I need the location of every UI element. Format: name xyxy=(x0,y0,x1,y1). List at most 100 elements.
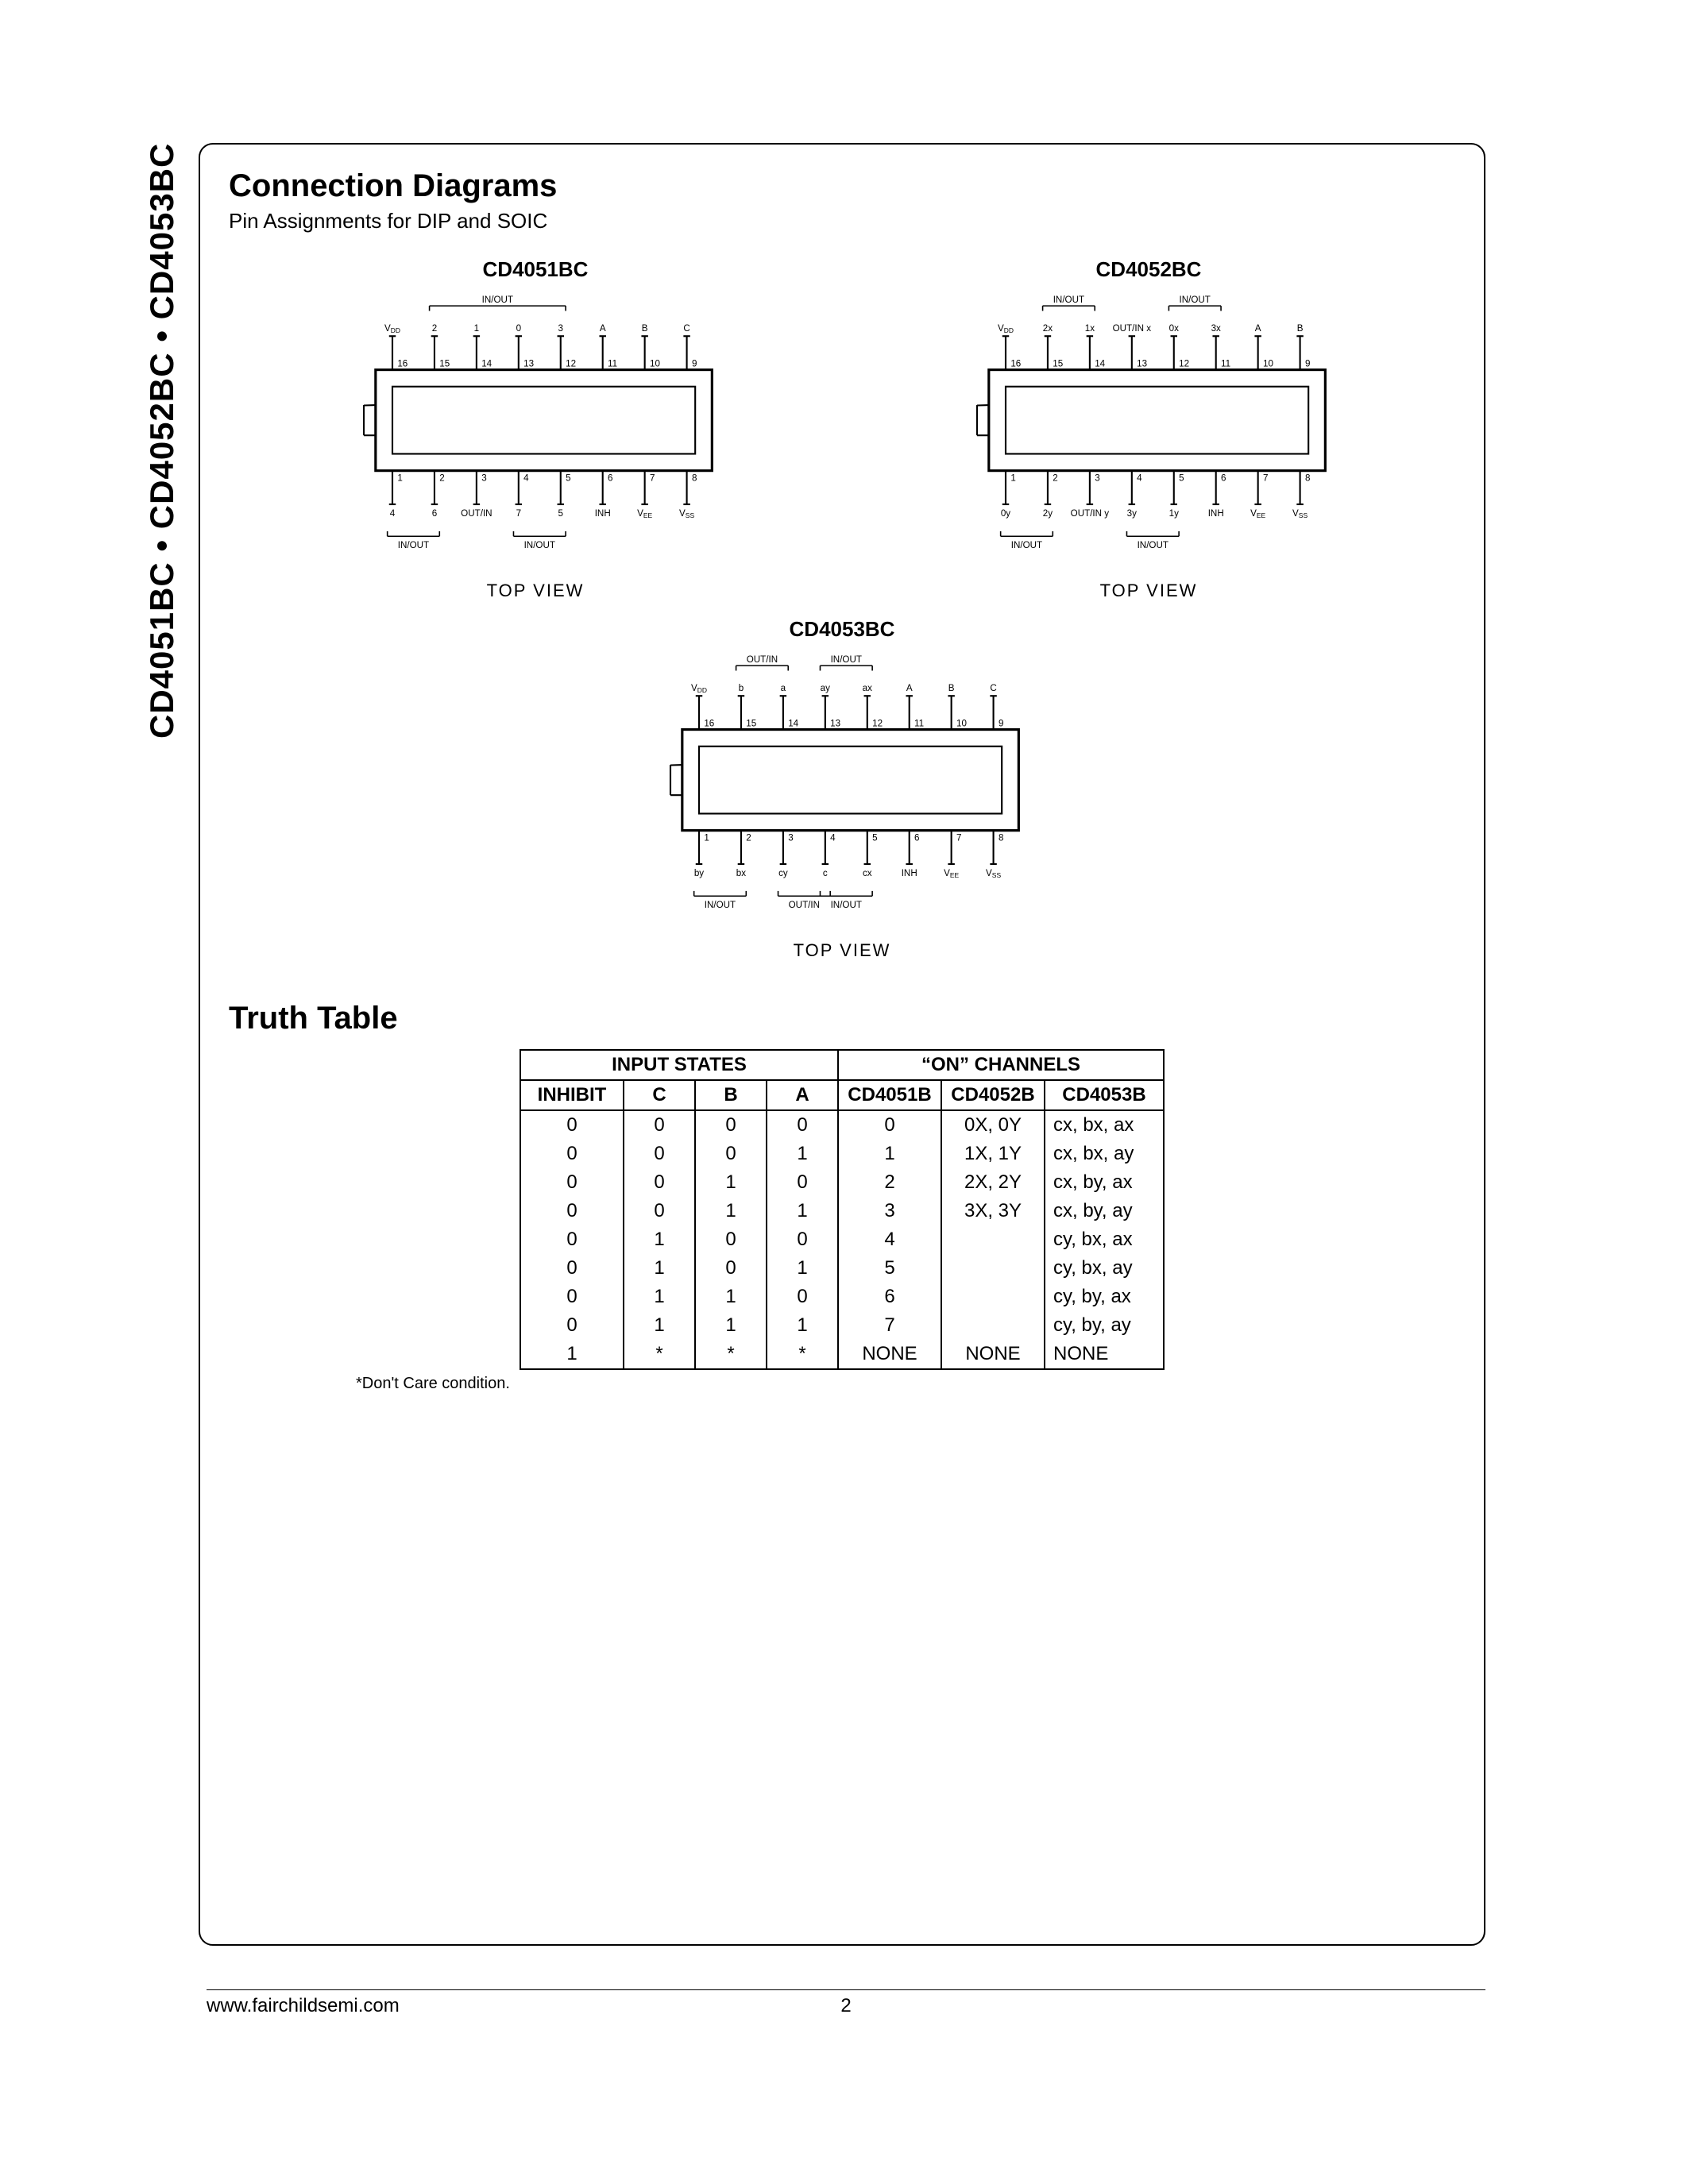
table-row: 001133X, 3Ycx, by, ay xyxy=(520,1197,1164,1225)
svg-text:5: 5 xyxy=(558,508,563,519)
svg-text:5: 5 xyxy=(566,473,570,483)
table-cell: 0 xyxy=(520,1311,624,1340)
svg-text:IN/OUT: IN/OUT xyxy=(1011,540,1042,550)
table-cell: 1 xyxy=(520,1340,624,1369)
svg-text:7: 7 xyxy=(1263,473,1268,483)
svg-text:ax: ax xyxy=(863,683,872,693)
svg-text:C: C xyxy=(990,683,996,693)
table-cell: cy, bx, ay xyxy=(1045,1254,1164,1283)
svg-text:7: 7 xyxy=(956,832,961,843)
svg-text:3: 3 xyxy=(481,473,486,483)
diagrams-row-1: CD4051BC 16VDD15214113012311A10B9C14263O… xyxy=(229,257,1455,601)
side-part-numbers: CD4051BC • CD4052BC • CD4053BC xyxy=(143,143,191,858)
svg-text:16: 16 xyxy=(1010,358,1021,369)
table-cell: 0X, 0Y xyxy=(941,1110,1045,1140)
svg-text:9: 9 xyxy=(692,358,697,369)
svg-text:B: B xyxy=(642,323,648,334)
svg-text:1: 1 xyxy=(1010,473,1015,483)
svg-text:11: 11 xyxy=(608,358,617,369)
table-cell: cx, by, ax xyxy=(1045,1168,1164,1197)
svg-text:b: b xyxy=(739,683,744,693)
svg-text:5: 5 xyxy=(1179,473,1184,483)
diagram-caption: TOP VIEW xyxy=(313,581,758,601)
table-cell: 0 xyxy=(624,1110,695,1140)
svg-text:VSS: VSS xyxy=(1292,508,1308,519)
svg-text:ay: ay xyxy=(821,683,830,693)
table-cell: 0 xyxy=(767,1283,838,1311)
svg-text:OUT/IN: OUT/IN xyxy=(747,654,778,665)
table-column-header: CD4051B xyxy=(838,1080,941,1110)
table-cell: 0 xyxy=(767,1225,838,1254)
svg-text:INH: INH xyxy=(595,508,611,519)
svg-text:a: a xyxy=(781,683,786,693)
table-cell: 0 xyxy=(520,1197,624,1225)
table-cell xyxy=(941,1283,1045,1311)
footer-page-number: 2 xyxy=(840,1995,851,2017)
table-cell: 0 xyxy=(695,1225,767,1254)
connection-diagrams-title: Connection Diagrams xyxy=(229,168,1455,204)
svg-text:13: 13 xyxy=(830,718,840,728)
table-row: 01106cy, by, ax xyxy=(520,1283,1164,1311)
svg-text:11: 11 xyxy=(1221,358,1230,369)
table-cell: 0 xyxy=(767,1110,838,1140)
svg-text:12: 12 xyxy=(566,358,576,369)
svg-text:VEE: VEE xyxy=(637,508,652,519)
svg-text:9: 9 xyxy=(999,718,1003,728)
diagram-title: CD4053BC xyxy=(620,617,1064,642)
table-cell: * xyxy=(624,1340,695,1369)
table-cell: 1 xyxy=(767,1197,838,1225)
svg-text:OUT/IN x: OUT/IN x xyxy=(1113,323,1152,334)
diagram-cd4053bc: CD4053BC 16VDD15b14a13ay12ax11A10B9C1by2… xyxy=(620,617,1064,961)
table-cell: 7 xyxy=(838,1311,941,1340)
svg-text:15: 15 xyxy=(1053,358,1063,369)
table-column-header: B xyxy=(695,1080,767,1110)
table-cell: 1 xyxy=(624,1311,695,1340)
table-cell: cy, by, ax xyxy=(1045,1283,1164,1311)
svg-text:IN/OUT: IN/OUT xyxy=(831,654,862,665)
table-column-header: CD4053B xyxy=(1045,1080,1164,1110)
table-cell: 1 xyxy=(624,1254,695,1283)
svg-text:10: 10 xyxy=(650,358,660,369)
table-cell: 1X, 1Y xyxy=(941,1140,1045,1168)
svg-text:IN/OUT: IN/OUT xyxy=(1138,540,1168,550)
table-cell: 0 xyxy=(520,1254,624,1283)
table-cell: 0 xyxy=(767,1168,838,1197)
svg-text:INH: INH xyxy=(1208,508,1224,519)
connection-diagrams-subtitle: Pin Assignments for DIP and SOIC xyxy=(229,209,1455,233)
svg-text:6: 6 xyxy=(608,473,612,483)
page-footer: www.fairchildsemi.com 2 xyxy=(207,1989,1485,2017)
truth-table: INPUT STATES“ON” CHANNELSINHIBITCBACD405… xyxy=(520,1049,1165,1370)
svg-text:1x: 1x xyxy=(1085,323,1095,334)
table-cell xyxy=(941,1311,1045,1340)
table-cell: cy, by, ay xyxy=(1045,1311,1164,1340)
diagram-cd4051bc: CD4051BC 16VDD15214113012311A10B9C14263O… xyxy=(313,257,758,601)
svg-text:15: 15 xyxy=(746,718,756,728)
svg-text:bx: bx xyxy=(736,868,746,878)
svg-text:by: by xyxy=(694,868,704,878)
svg-text:IN/OUT: IN/OUT xyxy=(831,900,862,910)
table-cell: cx, bx, ax xyxy=(1045,1110,1164,1140)
svg-text:2: 2 xyxy=(439,473,444,483)
svg-text:3: 3 xyxy=(1095,473,1099,483)
svg-text:8: 8 xyxy=(999,832,1003,843)
table-column-header: INHIBIT xyxy=(520,1080,624,1110)
svg-text:IN/OUT: IN/OUT xyxy=(398,540,429,550)
svg-text:7: 7 xyxy=(650,473,655,483)
truth-table-wrap: INPUT STATES“ON” CHANNELSINHIBITCBACD405… xyxy=(229,1049,1455,1393)
table-cell: 1 xyxy=(695,1311,767,1340)
table-cell: 2 xyxy=(838,1168,941,1197)
content-frame: Connection Diagrams Pin Assignments for … xyxy=(199,143,1485,1946)
table-cell: 0 xyxy=(838,1110,941,1140)
table-cell: 6 xyxy=(838,1283,941,1311)
svg-text:0x: 0x xyxy=(1169,323,1179,334)
svg-text:11: 11 xyxy=(914,718,924,728)
svg-text:A: A xyxy=(1255,323,1261,334)
table-cell: 1 xyxy=(767,1254,838,1283)
table-row: 01015cy, bx, ay xyxy=(520,1254,1164,1283)
table-cell xyxy=(941,1225,1045,1254)
svg-text:8: 8 xyxy=(692,473,697,483)
table-cell: * xyxy=(767,1340,838,1369)
table-cell: 0 xyxy=(624,1168,695,1197)
table-cell: 3 xyxy=(838,1197,941,1225)
svg-text:B: B xyxy=(1297,323,1304,334)
